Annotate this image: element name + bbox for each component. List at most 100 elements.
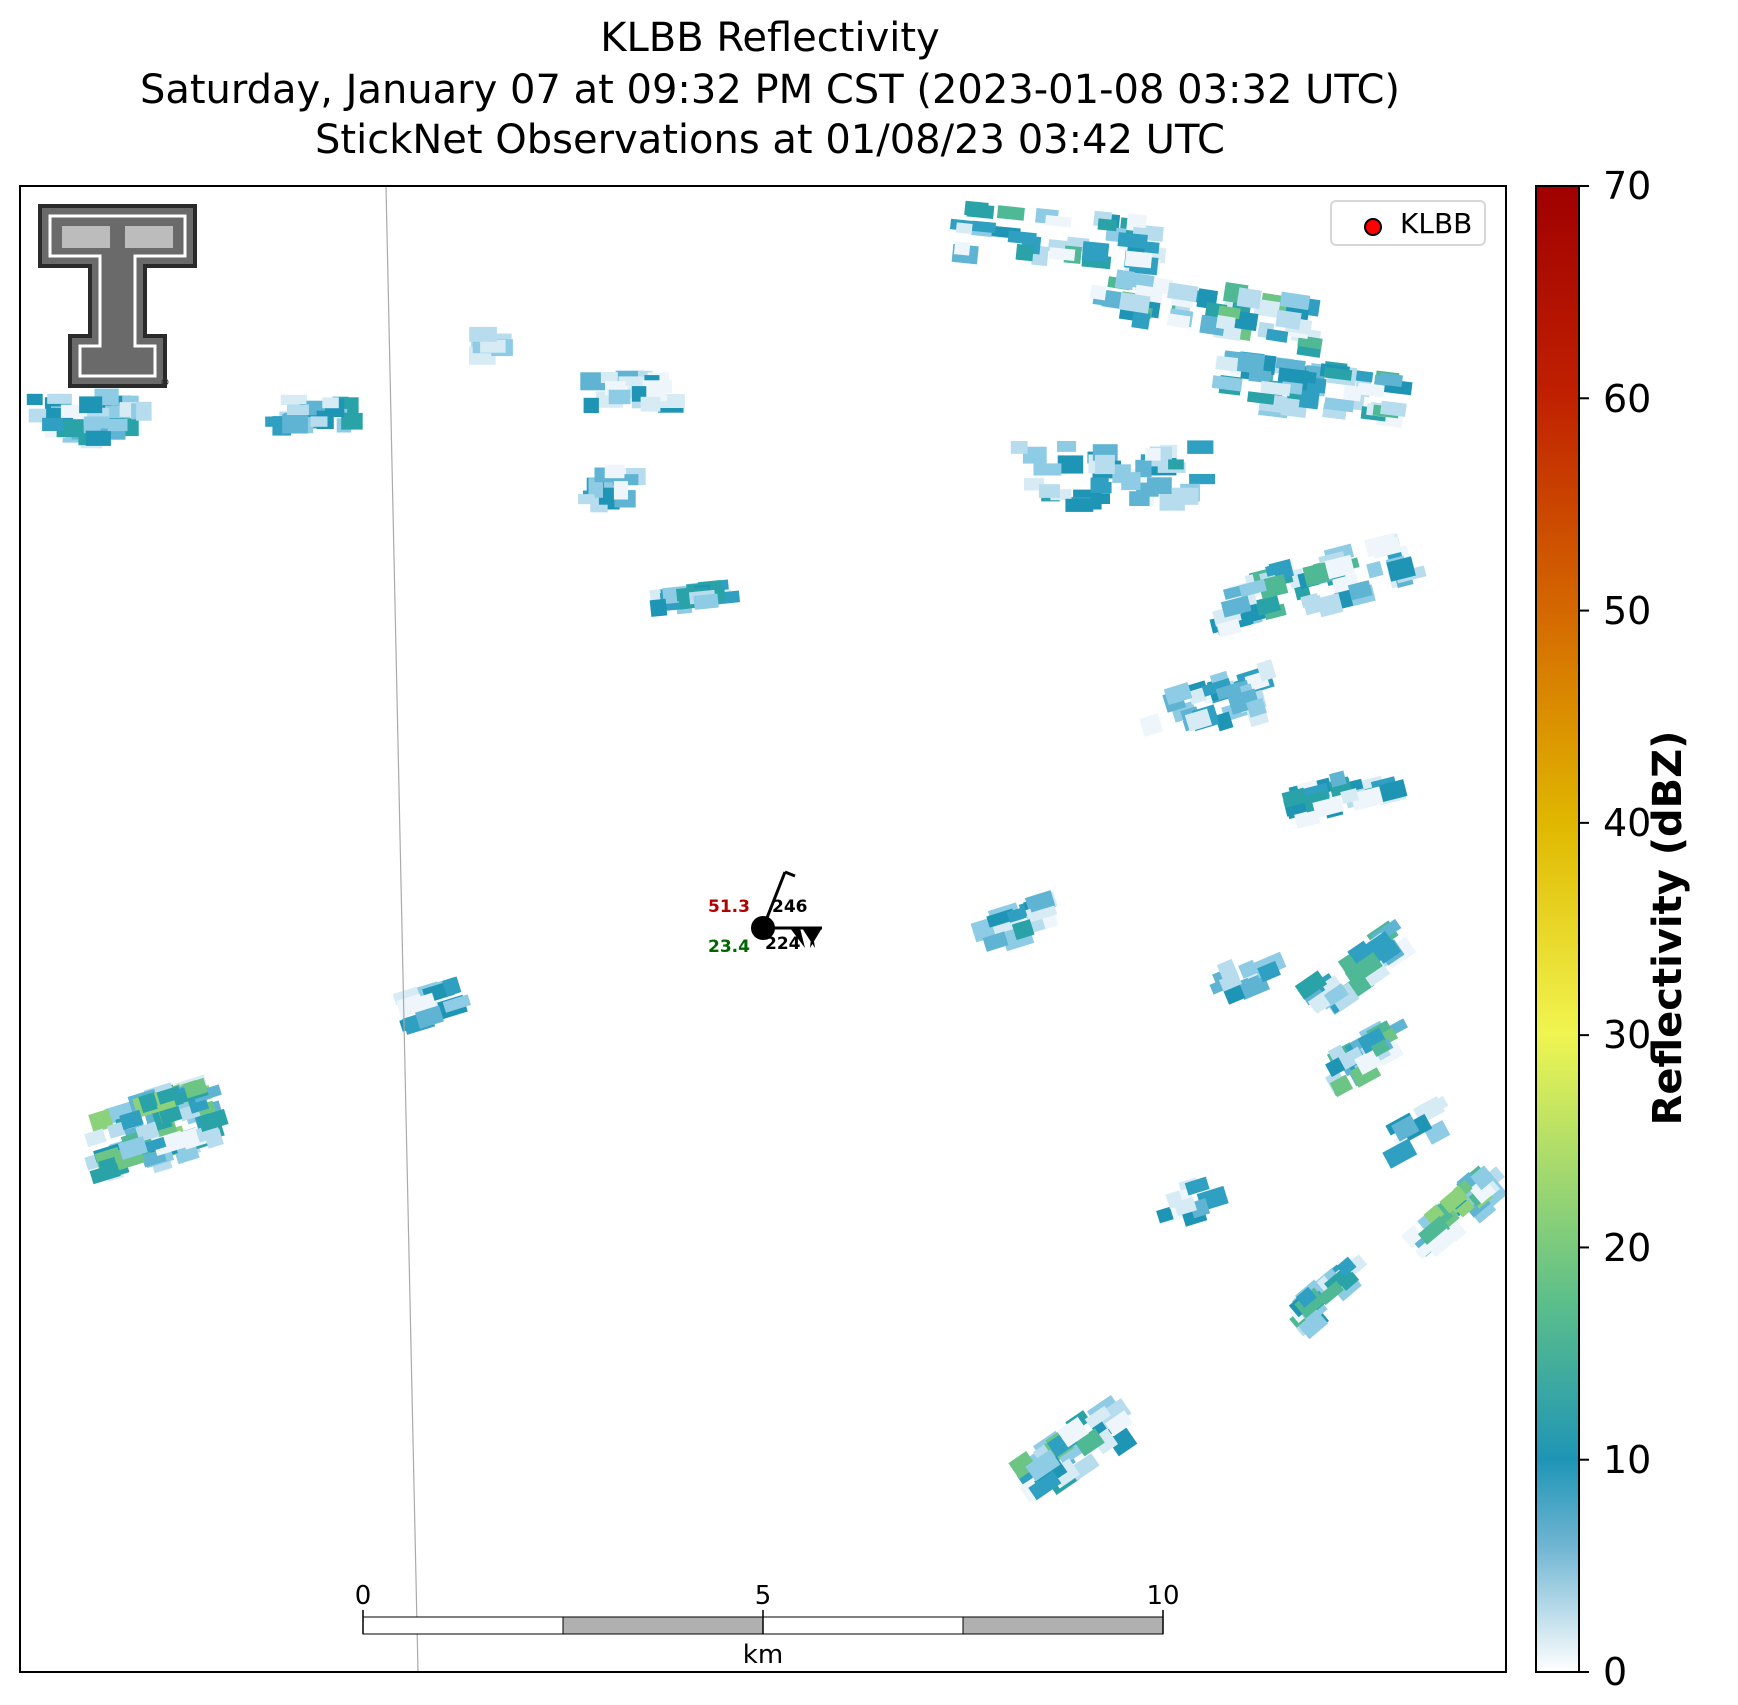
echo-cell: [1097, 1398, 1132, 1430]
echo-cell: [119, 1109, 144, 1131]
echo-cell: [693, 593, 719, 610]
echo-cell: [341, 412, 363, 430]
echo-cell: [971, 220, 997, 234]
legend: KLBB: [1330, 200, 1486, 246]
echo-cell: [100, 428, 126, 440]
echo-cell: [1215, 315, 1236, 331]
echo-cell: [56, 419, 84, 438]
echo-cell: [1238, 959, 1259, 979]
echo-cell: [1189, 474, 1215, 485]
echo-cell: [1256, 659, 1277, 682]
echo-cell: [1065, 498, 1094, 512]
colorbar-tick-70: 70: [1603, 164, 1652, 208]
echo-cell: [1342, 384, 1362, 402]
station-pressure-top: 246: [772, 897, 808, 917]
colorbar-label: Reflectivity (dBZ): [1645, 730, 1691, 1126]
echo-cell: [136, 401, 152, 421]
colorbar-tick-50: 50: [1603, 589, 1652, 633]
echo-cell: [1057, 441, 1076, 452]
echo-cell: [280, 394, 308, 406]
texas-tech-logo: [38, 204, 197, 388]
echo-cell: [1354, 1048, 1383, 1075]
echo-cell: [1201, 678, 1232, 697]
echo-cell: [480, 339, 506, 353]
echo-cell: [265, 416, 292, 427]
echo-cell: [613, 481, 628, 500]
echo-cell: [1033, 463, 1062, 476]
echo-cell: [1366, 561, 1384, 579]
colorbar-tick-0: 0: [1603, 1650, 1628, 1694]
station-pressure-bottom: 224: [765, 934, 801, 954]
colorbar-tick-10: 10: [1603, 1438, 1652, 1482]
echo-cell: [1094, 454, 1115, 475]
echo-cell: [1423, 1119, 1451, 1145]
echo-cell: [1236, 351, 1266, 375]
echo-cell: [618, 376, 645, 387]
echo-cell: [1364, 532, 1398, 558]
echo-cell: [322, 397, 339, 409]
scale-label-10: 10: [1146, 1581, 1180, 1611]
echo-cell: [1290, 369, 1317, 384]
echo-cell: [640, 396, 661, 412]
echo-cell: [442, 994, 472, 1013]
colorbar-tick-30: 30: [1603, 1013, 1652, 1057]
echo-cell: [1084, 1405, 1112, 1429]
echo-cell: [1322, 554, 1355, 580]
echo-cell: [1360, 930, 1394, 961]
echo-cell: [1318, 1280, 1344, 1306]
colorbar-ticks: [1579, 185, 1589, 1673]
echo-cell: [1121, 472, 1141, 491]
echo-cell: [1010, 441, 1028, 454]
echo-cell: [1352, 951, 1383, 980]
echo-cell: [1382, 1138, 1418, 1169]
echo-cell: [1456, 1199, 1475, 1218]
echo-cell: [104, 1100, 138, 1125]
echo-cell: [47, 393, 72, 404]
echo-cell: [89, 1162, 121, 1185]
echo-cell: [1089, 284, 1107, 301]
echo-cell: [1007, 230, 1037, 245]
echo-cell: [1145, 448, 1161, 461]
echo-cell: [1257, 574, 1289, 600]
echo-cell: [79, 396, 103, 414]
echo-cell: [1184, 708, 1213, 732]
echo-cell: [1357, 1027, 1388, 1054]
echo-cell: [1171, 487, 1199, 505]
echo-cell: [1173, 1196, 1198, 1216]
echo-cell: [416, 992, 437, 1011]
echo-cell: [996, 205, 1025, 221]
echo-cell: [1211, 375, 1243, 392]
echo-cell: [1380, 400, 1407, 417]
echo-cell: [1255, 594, 1281, 616]
echo-cell: [1107, 1427, 1138, 1457]
echo-cell: [1188, 687, 1207, 705]
echo-cell: [1426, 1228, 1457, 1258]
echo-cell: [152, 1130, 186, 1157]
echo-cell: [1117, 232, 1148, 249]
echo-cell: [1275, 309, 1302, 330]
echo-cell: [578, 494, 595, 505]
echo-cell: [1336, 1256, 1357, 1277]
echo-cell: [1038, 484, 1060, 498]
colorbar-tick-40: 40: [1603, 801, 1652, 845]
echo-cell: [1130, 272, 1155, 291]
echo-cell: [1008, 1451, 1037, 1479]
scale-label-0: 0: [354, 1581, 372, 1611]
station-dot: [751, 916, 775, 940]
echo-cell: [1139, 713, 1164, 737]
echo-cell: [1339, 1271, 1360, 1291]
echo-cell: [84, 1128, 107, 1148]
echo-cell: [588, 478, 603, 498]
echo-cell: [138, 1092, 159, 1114]
echo-cell: [1156, 1206, 1174, 1224]
echo-cell: [1329, 1074, 1354, 1098]
echo-cell: [26, 393, 43, 405]
echo-cell: [1265, 561, 1289, 577]
echo-cell: [1215, 355, 1239, 372]
echo-cell: [1265, 328, 1289, 343]
station-plot: [751, 870, 822, 948]
echo-cell: [1215, 682, 1242, 700]
echo-cell: [1257, 960, 1281, 983]
echo-cell: [1260, 380, 1291, 397]
echo-cell: [636, 390, 657, 401]
